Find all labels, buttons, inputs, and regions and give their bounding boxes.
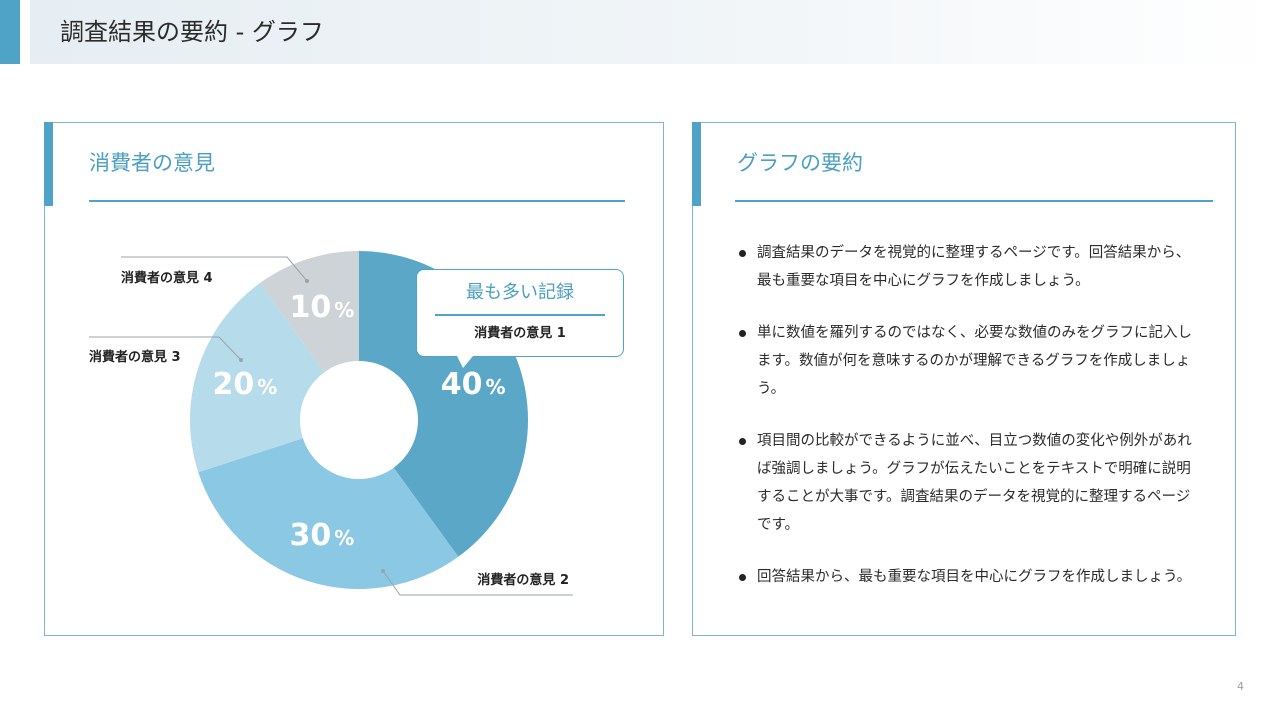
- page-title: 調査結果の要約 - グラフ: [60, 18, 324, 46]
- callout-tail: [457, 356, 473, 368]
- slice-value-label: 30%: [290, 518, 355, 553]
- graph-summary-card: グラフの要約 調査結果のデータを視覚的に整理するページです。回答結果から、最も重…: [691, 121, 1236, 636]
- card-divider: [89, 200, 625, 202]
- donut-slice: [189, 283, 325, 473]
- category-label: 消費者の意見 2: [477, 572, 569, 588]
- donut-slice: [259, 251, 359, 373]
- leader-line: [89, 336, 242, 361]
- header-bar: [30, 0, 1280, 64]
- card-title: 消費者の意見: [89, 151, 215, 175]
- callout-divider: [435, 314, 605, 316]
- leader-line: [382, 570, 573, 596]
- summary-bullet: 項目間の比較ができるように並べ、目立つ数値の変化や例外があれば強調しましょう。グ…: [737, 427, 1199, 539]
- callout-title: 最も多い記録: [466, 282, 574, 303]
- card-divider: [735, 200, 1213, 202]
- slice-value-label: 20%: [212, 367, 277, 402]
- consumer-opinion-card: 消費者の意見 40% 30% 20% 10% 消費者の意見 2 消費者の意見 3 消費者の意…: [43, 121, 664, 636]
- category-label: 消費者の意見 4: [121, 270, 213, 286]
- donut-chart: 40 % 30 % 20 % 10 % 消費者の意見 2 消費者の意見 3 消費者の意見 4: [89, 251, 573, 596]
- card-title: グラフの要約: [737, 151, 863, 175]
- slice-value-label: 40%: [441, 367, 506, 402]
- summary-list: 調査結果のデータを視覚的に整理するページです。回答結果から、最も重要な項目を中心…: [737, 239, 1199, 615]
- top-record-callout: 最も多い記録 消費者の意見 1: [416, 269, 624, 368]
- summary-bullet: 単に数値を羅列するのではなく、必要な数値のみをグラフに記入します。数値が何を意味…: [737, 319, 1199, 403]
- summary-bullet: 回答結果から、最も重要な項目を中心にグラフを作成しましょう。: [737, 563, 1199, 591]
- card-accent: [43, 121, 53, 206]
- summary-bullet: 調査結果のデータを視覚的に整理するページです。回答結果から、最も重要な項目を中心…: [737, 239, 1199, 295]
- callout-subtitle: 消費者の意見 1: [474, 326, 566, 341]
- leader-line: [121, 256, 308, 282]
- card-accent: [691, 121, 701, 206]
- page-number: 4: [1237, 680, 1244, 693]
- header-accent: [0, 0, 20, 64]
- donut-slice: [198, 438, 459, 589]
- category-label: 消費者の意見 3: [89, 349, 181, 365]
- slice-value-label: 10%: [290, 290, 355, 325]
